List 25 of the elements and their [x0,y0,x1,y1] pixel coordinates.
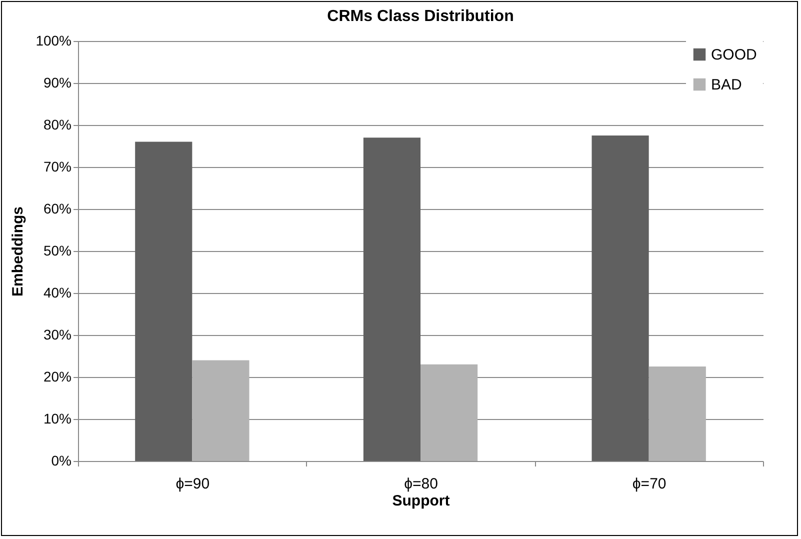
x-tick-label: ϕ=70 [632,476,666,492]
x-tick-label: ϕ=80 [404,476,438,492]
x-axis-title: Support [392,492,450,510]
y-tick-label: 40% [43,284,72,300]
legend-label: BAD [711,76,742,94]
legend-label: GOOD [711,46,757,64]
bar [135,142,192,461]
y-tick-label: 50% [43,242,72,258]
y-tick-label: 20% [43,368,72,384]
y-tick-label: 60% [43,200,72,216]
y-tick-label: 100% [36,32,72,48]
y-tick-label: 10% [43,410,72,426]
x-tick-label: ϕ=90 [176,476,210,492]
bar [192,360,250,461]
bar [363,138,420,461]
y-tick-label: 80% [43,116,72,132]
y-tick-label: 90% [43,74,72,90]
bar [420,364,478,461]
y-tick-label: 30% [43,326,72,342]
y-axis-title: Embeddings [10,206,27,297]
y-tick-label: 70% [43,158,72,174]
bar [648,366,706,461]
bar [592,136,649,461]
y-tick-label: 0% [51,452,72,468]
chart-title: CRMs Class Distribution [327,8,514,25]
